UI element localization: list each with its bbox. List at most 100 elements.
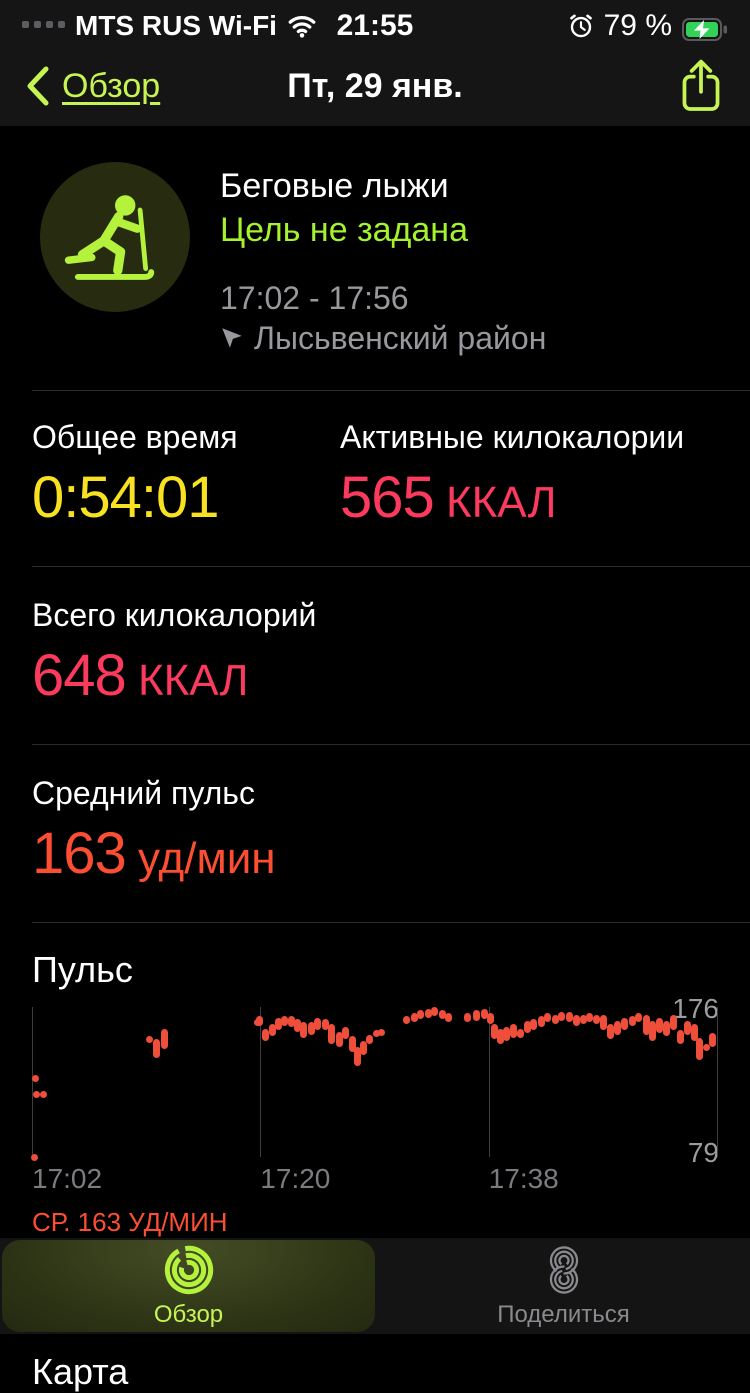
- tab-overview-label: Обзор: [153, 1301, 224, 1328]
- hr-range-bar: [607, 1024, 615, 1040]
- hr-range-bar: [342, 1027, 350, 1040]
- fitness-sharing-icon: [538, 1244, 590, 1296]
- hr-range-bar: [314, 1017, 322, 1031]
- hr-range-bar: [708, 1033, 716, 1048]
- chart-gridline: [717, 1007, 718, 1157]
- hr-range-bar: [523, 1020, 531, 1034]
- hr-range-bar: [300, 1022, 308, 1038]
- avg-hr-value: 163 уд/мин: [32, 821, 276, 886]
- hr-range-bar: [702, 1044, 710, 1052]
- avg-hr-block: Средний пульс 163 уд/мин: [0, 745, 750, 892]
- hr-range-bar: [579, 1014, 587, 1024]
- x-axis-tick-label: 17:20: [260, 1163, 331, 1194]
- hr-range-bar: [366, 1034, 374, 1045]
- hr-range-bar: [486, 1013, 494, 1024]
- hr-range-bar: [629, 1016, 636, 1026]
- total-kcal-value: 648 ККАЛ: [32, 643, 249, 708]
- hr-range-bar: [683, 1020, 691, 1035]
- map-section-title: Карта: [32, 1351, 129, 1392]
- hr-range-bar: [360, 1041, 368, 1055]
- avg-hr-caption: СР. 163 УД/МИН: [32, 1207, 228, 1237]
- share-button[interactable]: [678, 57, 724, 115]
- carrier-label: MTS RUS Wi-Fi: [75, 10, 277, 41]
- alarm-clock-icon: [568, 13, 594, 39]
- chart-gridline: [32, 1007, 33, 1157]
- hr-range-bar: [472, 1010, 480, 1021]
- hr-range-bar: [503, 1027, 511, 1041]
- wifi-icon: [287, 14, 317, 38]
- workout-summary: Беговые лыжи Цель не задана 17:02 - 17:5…: [0, 126, 750, 358]
- x-axis-tick-label: 17:38: [488, 1163, 559, 1194]
- hr-range-bar: [275, 1017, 283, 1031]
- avg-hr-label: Средний пульс: [32, 775, 255, 811]
- back-button-label: Обзор: [62, 66, 161, 105]
- hr-range-bar: [537, 1016, 545, 1028]
- workout-goal: Цель не задана: [220, 211, 468, 249]
- hr-range-bar: [372, 1030, 380, 1038]
- hr-range-bar: [557, 1011, 565, 1021]
- tab-bar: Обзор Поделиться: [0, 1238, 750, 1334]
- section-divider: [32, 744, 750, 745]
- hr-range-bar: [153, 1039, 161, 1059]
- chart-gridline: [488, 1007, 490, 1157]
- hr-range-bar: [696, 1037, 704, 1060]
- hr-range-bar: [410, 1013, 418, 1023]
- hr-range-bar: [145, 1036, 153, 1044]
- hr-range-bar: [268, 1024, 276, 1037]
- hr-range-bar: [32, 1075, 40, 1083]
- hr-range-bar: [635, 1013, 643, 1023]
- hr-range-bar: [613, 1020, 621, 1035]
- hr-range-bar: [464, 1013, 472, 1023]
- hr-range-bar: [353, 1047, 361, 1066]
- nav-bar: Обзор Пт, 29 янв.: [0, 46, 750, 126]
- back-button[interactable]: Обзор: [26, 66, 160, 106]
- hr-range-bar: [655, 1017, 663, 1034]
- hr-range-bar: [294, 1019, 302, 1032]
- hr-range-bar: [585, 1013, 593, 1023]
- chart-gridline: [260, 1007, 262, 1157]
- hr-range-bar: [649, 1020, 657, 1041]
- cellular-signal-icon: [22, 20, 65, 32]
- hr-range-bar: [403, 1016, 411, 1024]
- hr-range-bar: [256, 1016, 264, 1026]
- hr-range-bar: [322, 1019, 330, 1031]
- total-time-label: Общее время: [32, 419, 238, 455]
- clock: 21:55: [336, 9, 414, 42]
- hr-range-bar: [308, 1022, 316, 1035]
- hr-range-bar: [599, 1014, 607, 1031]
- cross-country-ski-icon: [63, 185, 167, 289]
- y-axis-min-label: 79: [687, 1137, 719, 1168]
- hr-range-bar: [445, 1013, 453, 1023]
- hr-range-bar: [30, 1153, 38, 1161]
- battery-charging-icon: [682, 15, 728, 41]
- tab-share-label: Поделиться: [497, 1301, 630, 1328]
- battery-percent: 79 %: [603, 9, 672, 42]
- hr-range-bar: [669, 1014, 677, 1031]
- x-axis-tick-label: 17:02: [32, 1163, 103, 1194]
- workout-time-range: 17:02 - 17:56: [220, 280, 409, 316]
- hr-range-bar: [642, 1014, 650, 1035]
- hr-range-bar: [565, 1011, 573, 1023]
- location-arrow-icon: [220, 326, 244, 350]
- hr-range-bar: [691, 1024, 699, 1041]
- hr-range-bar: [32, 1090, 40, 1098]
- tab-share[interactable]: Поделиться: [377, 1238, 750, 1334]
- y-axis-max-label: 176: [672, 993, 719, 1024]
- activity-rings-icon: [163, 1244, 215, 1296]
- hr-range-bar: [348, 1036, 356, 1052]
- hr-range-bar: [39, 1090, 47, 1098]
- hr-range-bar: [281, 1016, 289, 1026]
- tab-overview[interactable]: Обзор: [2, 1240, 375, 1332]
- active-kcal-unit: ККАЛ: [433, 478, 557, 527]
- total-kcal-unit: ККАЛ: [125, 656, 249, 705]
- hr-range-bar: [490, 1024, 498, 1040]
- hr-range-bar: [544, 1013, 552, 1023]
- hr-range-bar: [328, 1024, 336, 1045]
- status-bar: MTS RUS Wi-Fi 21:55 79 %: [0, 0, 750, 46]
- total-time-value: 0:54:01: [32, 465, 220, 530]
- active-kcal-label: Активные килокалории: [340, 419, 685, 455]
- workout-type-badge: [40, 162, 190, 312]
- page-title: Пт, 29 янв.: [287, 66, 463, 105]
- chevron-left-icon: [26, 66, 50, 106]
- hr-range-bar: [335, 1031, 343, 1048]
